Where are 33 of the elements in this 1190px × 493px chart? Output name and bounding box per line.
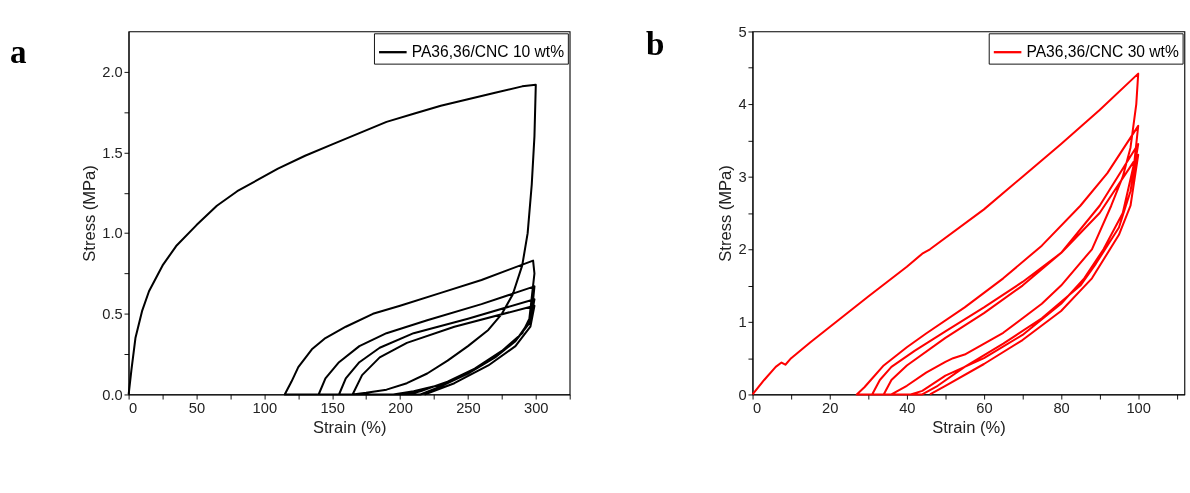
- y-tick-label: 5: [738, 23, 747, 40]
- x-tick-label: 60: [976, 400, 993, 417]
- legend-label: PA36,36/CNC 10 wt%: [411, 42, 565, 60]
- x-axis-title: Strain (%): [932, 417, 1006, 437]
- y-tick-label: 1: [738, 313, 747, 330]
- x-tick-label: 50: [188, 400, 206, 417]
- y-tick-label: 0: [738, 386, 747, 403]
- line-series: [751, 72, 1140, 396]
- x-tick-label: 0: [753, 400, 762, 417]
- y-axis-title: Stress (MPa): [716, 165, 736, 262]
- x-tick-label: 300: [524, 400, 549, 417]
- x-tick-label: 20: [822, 400, 839, 417]
- y-tick-label: 2: [738, 241, 747, 258]
- chart-title: a: [9, 33, 27, 70]
- legend-label: PA36,36/CNC 30 wt%: [1026, 42, 1179, 60]
- y-tick-label: 4: [738, 96, 747, 113]
- y-tick-label: 0.0: [102, 386, 123, 403]
- x-axis-title: Strain (%): [312, 417, 387, 437]
- x-tick-label: 150: [320, 400, 345, 417]
- y-axis-title: Stress (MPa): [79, 165, 99, 262]
- chart-title: b: [646, 26, 665, 63]
- x-tick-label: 200: [388, 400, 413, 417]
- x-tick-label: 250: [456, 400, 481, 417]
- x-tick-label: 80: [1053, 400, 1070, 417]
- y-tick-label: 0.5: [102, 305, 123, 322]
- x-tick-label: 100: [1126, 400, 1151, 417]
- x-tick-label: 100: [252, 400, 278, 417]
- y-tick-label: 2.0: [102, 63, 123, 80]
- y-tick-label: 1.0: [102, 225, 123, 242]
- y-tick-label: 3: [738, 168, 747, 185]
- y-tick-label: 1.5: [102, 144, 123, 161]
- x-tick-label: 0: [129, 400, 138, 417]
- x-tick-label: 40: [899, 400, 916, 417]
